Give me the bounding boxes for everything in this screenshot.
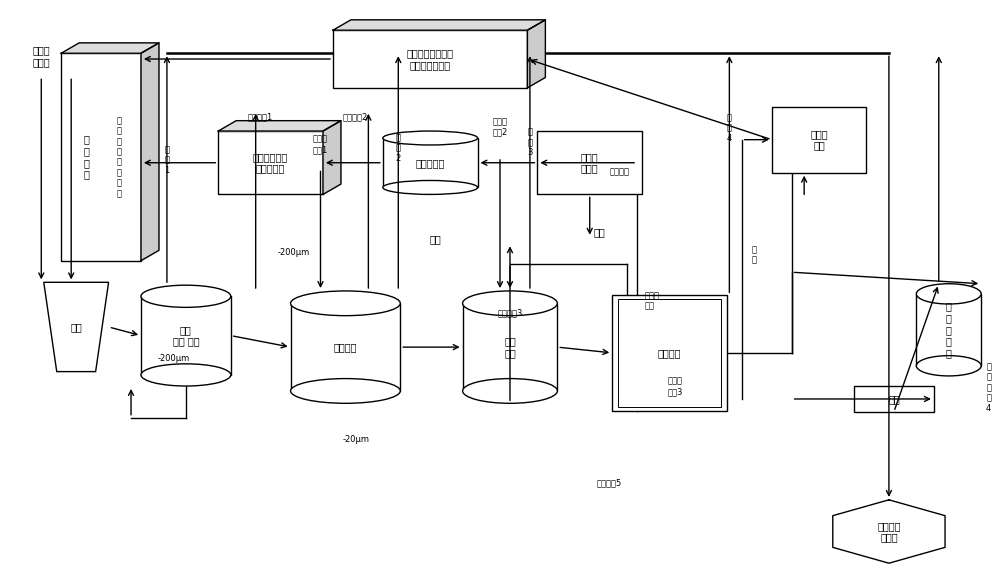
Text: 转化剂
入口1: 转化剂 入口1 — [313, 134, 328, 154]
Text: 干燥或
热处理: 干燥或 热处理 — [581, 152, 599, 174]
Text: 取样分析1: 取样分析1 — [248, 112, 273, 121]
Text: 转化剂
入口3: 转化剂 入口3 — [668, 376, 683, 396]
Text: -200μm: -200μm — [277, 248, 310, 256]
Polygon shape — [916, 294, 981, 366]
Text: 转化剂
入口2: 转化剂 入口2 — [492, 118, 508, 137]
Text: 浓缩液或结晶产品
计量包装与仓储: 浓缩液或结晶产品 计量包装与仓储 — [407, 48, 454, 70]
Ellipse shape — [141, 364, 231, 386]
FancyBboxPatch shape — [854, 386, 934, 412]
Text: 尾
气
3: 尾 气 3 — [527, 127, 533, 157]
Text: 粉末材料计量
包装与仓储: 粉末材料计量 包装与仓储 — [253, 152, 288, 174]
Polygon shape — [218, 120, 341, 131]
Ellipse shape — [916, 284, 981, 304]
Ellipse shape — [916, 356, 981, 376]
Polygon shape — [291, 303, 400, 391]
Text: 取样分析2: 取样分析2 — [343, 112, 368, 121]
Ellipse shape — [463, 379, 557, 404]
Text: 或
者
产
品
深
度
开
发: 或 者 产 品 深 度 开 发 — [117, 116, 122, 198]
Text: 粉碎与筛分: 粉碎与筛分 — [416, 157, 445, 168]
Text: 碱胶
洗涤: 碱胶 洗涤 — [504, 336, 516, 358]
FancyBboxPatch shape — [333, 30, 527, 88]
Text: 转化反应: 转化反应 — [334, 342, 357, 352]
Text: 滤
液: 滤 液 — [752, 245, 757, 265]
FancyBboxPatch shape — [61, 53, 141, 261]
Text: 冷凝: 冷凝 — [888, 394, 900, 404]
Text: 取
样
分
析
4: 取 样 分 析 4 — [986, 362, 991, 413]
Polygon shape — [383, 138, 478, 188]
Polygon shape — [44, 283, 109, 372]
Polygon shape — [333, 20, 545, 30]
Ellipse shape — [141, 285, 231, 307]
Polygon shape — [323, 120, 341, 195]
Polygon shape — [61, 43, 159, 53]
Text: 取样分析5: 取样分析5 — [597, 479, 622, 488]
Text: -200μm: -200μm — [158, 354, 190, 363]
Ellipse shape — [383, 181, 478, 195]
Text: 回
收
冷
凝
水: 回 收 冷 凝 水 — [946, 302, 952, 358]
Text: 浓缩与
结晶: 浓缩与 结晶 — [810, 129, 828, 151]
Text: 尾气收集
与吸收: 尾气收集 与吸收 — [877, 521, 901, 543]
Polygon shape — [463, 303, 557, 391]
Text: 取样分析3: 取样分析3 — [497, 308, 523, 317]
Text: 磨粉
筛分 均化: 磨粉 筛分 均化 — [173, 325, 199, 346]
Text: 铝电解
废炭渣: 铝电解 废炭渣 — [32, 45, 50, 67]
Ellipse shape — [383, 131, 478, 145]
Text: 含水固
相物: 含水固 相物 — [645, 291, 660, 311]
FancyBboxPatch shape — [537, 131, 642, 195]
FancyBboxPatch shape — [218, 131, 323, 195]
Ellipse shape — [291, 291, 400, 316]
Text: 尾
气
2: 尾 气 2 — [396, 133, 401, 163]
Text: 产
品
销
售: 产 品 销 售 — [83, 134, 89, 179]
Polygon shape — [141, 296, 231, 375]
FancyBboxPatch shape — [612, 295, 727, 411]
Text: 料浆: 料浆 — [429, 234, 441, 244]
Ellipse shape — [463, 291, 557, 316]
Text: 返回洗涤: 返回洗涤 — [610, 167, 630, 176]
Text: 尾
气
4: 尾 气 4 — [727, 113, 732, 143]
Text: -20μm: -20μm — [343, 435, 370, 444]
Text: 破碎: 破碎 — [70, 322, 82, 332]
Polygon shape — [833, 500, 945, 563]
Polygon shape — [527, 20, 545, 88]
Text: 料浆: 料浆 — [594, 227, 606, 237]
Text: 固液分离: 固液分离 — [658, 348, 681, 358]
Text: 尾
气
1: 尾 气 1 — [164, 145, 170, 175]
Polygon shape — [141, 43, 159, 261]
FancyBboxPatch shape — [772, 107, 866, 173]
Ellipse shape — [291, 379, 400, 404]
